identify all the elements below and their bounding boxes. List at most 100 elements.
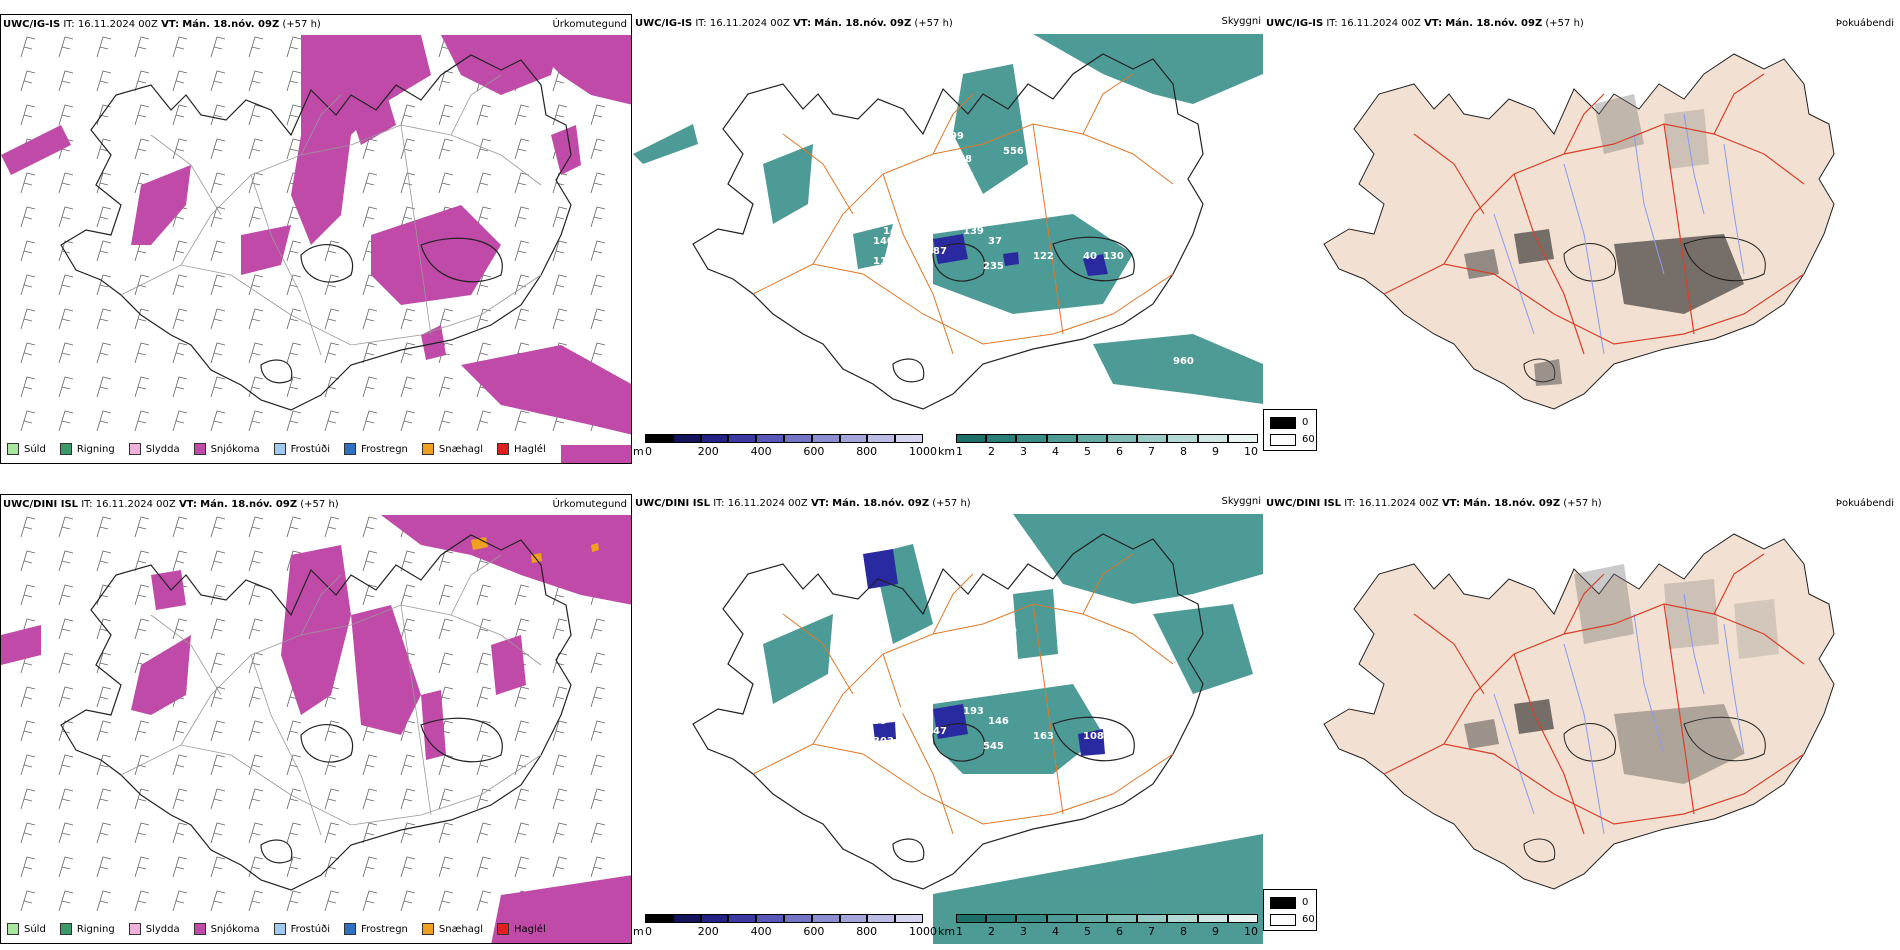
wind-barb bbox=[362, 516, 378, 538]
wind-barb bbox=[20, 686, 36, 708]
wind-barb bbox=[58, 172, 74, 194]
wind-barb bbox=[438, 376, 454, 398]
wind-barb bbox=[400, 890, 416, 912]
wind-barb bbox=[286, 342, 302, 364]
wind-barb bbox=[248, 410, 264, 432]
wind-barb bbox=[590, 686, 606, 708]
cloud-base-label: 564 bbox=[973, 676, 994, 687]
wind-barb bbox=[248, 376, 264, 398]
wind-barb bbox=[552, 172, 568, 194]
colorbar-segment bbox=[756, 914, 784, 923]
wind-barb bbox=[552, 206, 568, 228]
colorbar-segment bbox=[728, 434, 757, 443]
cloud-base-label: 235 bbox=[983, 261, 1004, 272]
colorbar-unit: m bbox=[633, 445, 644, 458]
visibility-panel-row1: 399 556 673 235 112 139 140 116 235 122 40 130 960 14… bbox=[633, 14, 1263, 464]
precip-legend-label: Slydda bbox=[145, 923, 180, 935]
wind-barb bbox=[134, 856, 150, 878]
wind-barb bbox=[20, 410, 36, 432]
wind-barb bbox=[400, 788, 416, 810]
wind-barb bbox=[590, 788, 606, 810]
wind-barb bbox=[362, 822, 378, 844]
precip-type-map bbox=[1, 35, 631, 463]
glacier-outline bbox=[1052, 236, 1135, 282]
colorbar-segment bbox=[700, 434, 729, 443]
vt-value: Mán. 18.nóv. 09Z bbox=[814, 18, 912, 29]
fog-legend-swatch-white bbox=[1270, 914, 1296, 926]
wind-barb bbox=[590, 138, 606, 160]
glacier-outline bbox=[300, 724, 354, 763]
precip-legend-item: Slydda bbox=[128, 443, 180, 455]
wind-barb bbox=[362, 550, 378, 572]
vt-label: VT: bbox=[793, 18, 812, 29]
colorbar-segment bbox=[784, 434, 812, 443]
wind-barb bbox=[400, 584, 416, 606]
wind-barb bbox=[96, 206, 112, 228]
it-value: 16.11.2024 00Z bbox=[95, 499, 176, 510]
wind-barb bbox=[210, 70, 226, 92]
wind-barb bbox=[476, 138, 492, 160]
colorbar-tick: 8 bbox=[1180, 925, 1187, 938]
colorbar-segment bbox=[672, 914, 701, 923]
wind-barb bbox=[210, 516, 226, 538]
wind-barb bbox=[134, 138, 150, 160]
wind-barb bbox=[96, 550, 112, 572]
wind-barb bbox=[58, 308, 74, 330]
it-value: 16.11.2024 00Z bbox=[1358, 498, 1439, 509]
road-line bbox=[782, 613, 854, 695]
wind-barb bbox=[210, 376, 226, 398]
vt-label: VT: bbox=[178, 499, 197, 510]
road-line bbox=[1032, 603, 1064, 815]
precip-legend-swatch bbox=[421, 923, 434, 935]
wind-barb bbox=[172, 138, 188, 160]
wind-barb bbox=[590, 342, 606, 364]
wind-barb bbox=[210, 550, 226, 572]
wind-barb bbox=[362, 172, 378, 194]
colorbar-tick: 7 bbox=[1148, 925, 1155, 938]
panel-header: UWC/IG-IS IT: 16.11.2024 00Z VT: Mán. 18… bbox=[635, 18, 953, 29]
wind-barb bbox=[400, 172, 416, 194]
colorbar-tick: 5 bbox=[1084, 925, 1091, 938]
it-label: IT: bbox=[63, 19, 75, 30]
vt-label: VT: bbox=[1424, 18, 1443, 29]
wind-barb bbox=[324, 822, 340, 844]
vt-label: VT: bbox=[810, 498, 829, 509]
wind-barb bbox=[438, 584, 454, 606]
road-line bbox=[250, 174, 322, 356]
wind-barb bbox=[134, 618, 150, 640]
wind-barb bbox=[476, 104, 492, 126]
colorbar-unit: m bbox=[633, 925, 644, 938]
cloud-base-label: 14 bbox=[883, 226, 897, 237]
colorbar-segment bbox=[1107, 434, 1138, 443]
wind-barb bbox=[172, 516, 188, 538]
wind-barb bbox=[134, 274, 150, 296]
colorbar-tick: 10 bbox=[1244, 925, 1258, 938]
wind-barb bbox=[96, 308, 112, 330]
fog-legend-label: 60 bbox=[1302, 914, 1315, 925]
wind-barb bbox=[362, 342, 378, 364]
vt-value: Mán. 18.nóv. 09Z bbox=[182, 19, 280, 30]
wind-barb bbox=[134, 890, 150, 912]
precip-legend-swatch bbox=[344, 923, 356, 935]
wind-barb bbox=[552, 788, 568, 810]
cloud-base-label: 2 bbox=[958, 634, 965, 645]
panel-header: UWC/DINI ISL IT: 16.11.2024 00Z VT: Mán.… bbox=[3, 499, 339, 510]
cloud-base-label: 990 bbox=[943, 611, 964, 622]
wind-barb bbox=[20, 308, 36, 330]
wind-barb bbox=[58, 104, 74, 126]
panel-title: Úrkomutegund bbox=[552, 19, 627, 30]
cloud-base-label: 204 bbox=[883, 706, 904, 717]
road-line bbox=[782, 133, 854, 215]
iceland-coastline bbox=[1323, 53, 1835, 410]
colorbar-tick: 6 bbox=[1116, 925, 1123, 938]
wind-barb bbox=[590, 240, 606, 262]
iceland-outline bbox=[692, 533, 1204, 890]
glacier-outline bbox=[932, 243, 986, 282]
model-name: UWC/DINI ISL bbox=[635, 498, 711, 509]
road-line bbox=[1663, 603, 1695, 815]
cloud-base-label: 112 bbox=[973, 196, 994, 207]
wind-barb bbox=[172, 856, 188, 878]
cloud-base-label: 140 bbox=[873, 236, 894, 247]
vt-label: VT: bbox=[161, 19, 180, 30]
it-label: IT: bbox=[695, 18, 707, 29]
